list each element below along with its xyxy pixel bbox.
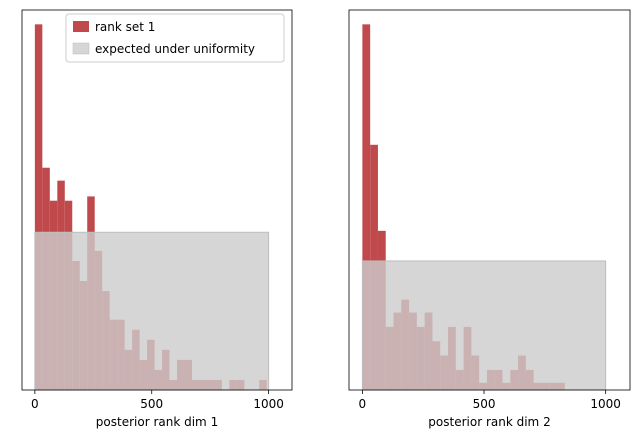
x-tick-label: 500: [140, 397, 163, 411]
x-tick-label: 1000: [253, 397, 284, 411]
axes-frame: [348, 9, 631, 391]
panel-rank-dim-2: 0 500 1000 posterior rank dim 2: [348, 9, 631, 429]
x-tick-label: 0: [359, 397, 367, 411]
uniform-band: [34, 231, 270, 391]
x-tick-label: 0: [31, 397, 39, 411]
x-axis-label: posterior rank dim 2: [428, 415, 550, 429]
legend-swatch-uniform: [72, 42, 90, 55]
hist-bar: [362, 24, 371, 390]
legend-swatch-rank-set: [73, 21, 89, 32]
x-axis-label: posterior rank dim 1: [96, 415, 218, 429]
panel-rank-dim-1: 0 500 1000 posterior rank dim 1: [21, 9, 293, 429]
legend: rank set 1 expected under uniformity: [65, 13, 285, 63]
x-tick-label: 500: [473, 397, 496, 411]
axes-frame: [21, 9, 293, 391]
legend-label-uniform: expected under uniformity: [95, 42, 255, 56]
legend-label-rank-set: rank set 1: [95, 20, 155, 34]
hist-bar: [34, 24, 43, 390]
legend-frame: [65, 13, 285, 63]
x-tick-label: 1000: [590, 397, 621, 411]
uniform-band: [361, 260, 607, 391]
